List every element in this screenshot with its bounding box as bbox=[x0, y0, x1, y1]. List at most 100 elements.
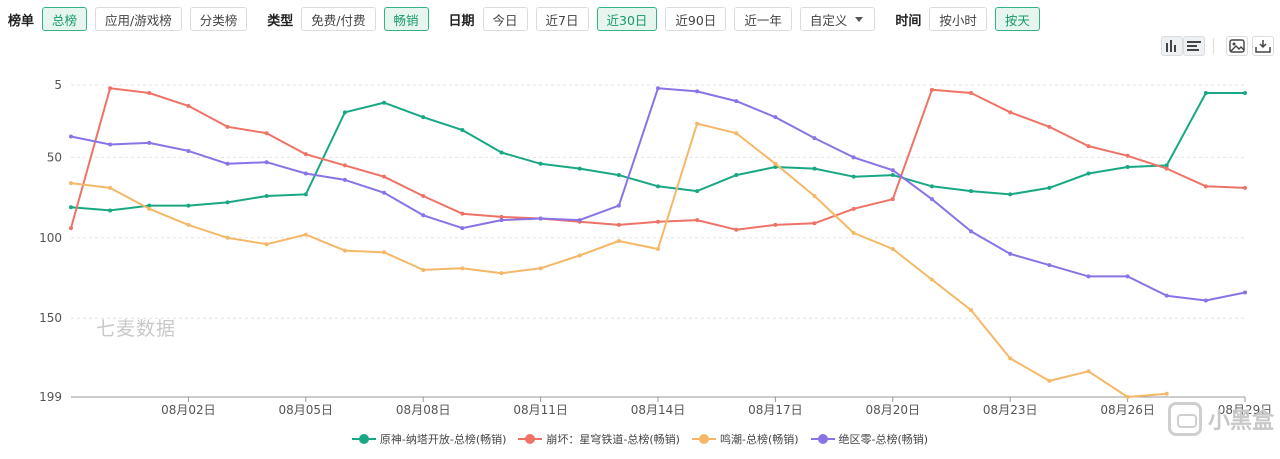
data-point[interactable] bbox=[812, 193, 817, 198]
board-option-category[interactable]: 分类榜 bbox=[189, 7, 248, 31]
data-point[interactable] bbox=[499, 150, 504, 155]
download-icon[interactable] bbox=[1252, 36, 1274, 56]
data-point[interactable] bbox=[656, 219, 660, 224]
data-point[interactable] bbox=[656, 184, 660, 189]
data-point[interactable] bbox=[773, 161, 778, 166]
data-point[interactable] bbox=[969, 189, 974, 194]
data-point[interactable] bbox=[1164, 166, 1169, 171]
data-point[interactable] bbox=[186, 222, 191, 227]
data-point[interactable] bbox=[1164, 163, 1169, 168]
image-icon[interactable] bbox=[1226, 36, 1248, 56]
data-point[interactable] bbox=[969, 229, 974, 234]
data-point[interactable] bbox=[1243, 185, 1247, 190]
data-point[interactable] bbox=[342, 110, 347, 115]
data-point[interactable] bbox=[1047, 124, 1052, 129]
data-point[interactable] bbox=[225, 200, 230, 205]
data-point[interactable] bbox=[1047, 378, 1052, 383]
data-point[interactable] bbox=[421, 115, 426, 120]
data-point[interactable] bbox=[1243, 91, 1247, 96]
data-point[interactable] bbox=[929, 197, 934, 202]
time-option-hourly[interactable]: 按小时 bbox=[929, 7, 987, 31]
data-point[interactable] bbox=[734, 99, 739, 104]
data-point[interactable] bbox=[342, 163, 347, 168]
list-icon[interactable] bbox=[1183, 36, 1205, 56]
data-point[interactable] bbox=[929, 184, 934, 189]
data-point[interactable] bbox=[225, 235, 230, 240]
data-point[interactable] bbox=[303, 171, 308, 176]
data-point[interactable] bbox=[1086, 171, 1091, 176]
data-point[interactable] bbox=[1164, 391, 1169, 396]
data-point[interactable] bbox=[69, 181, 73, 186]
data-point[interactable] bbox=[969, 91, 974, 96]
data-point[interactable] bbox=[499, 218, 504, 223]
data-point[interactable] bbox=[225, 124, 230, 129]
data-point[interactable] bbox=[734, 173, 739, 178]
data-point[interactable] bbox=[421, 193, 426, 198]
data-point[interactable] bbox=[616, 239, 621, 243]
data-point[interactable] bbox=[538, 161, 543, 166]
data-point[interactable] bbox=[1125, 165, 1130, 170]
data-point[interactable] bbox=[577, 253, 582, 258]
data-point[interactable] bbox=[812, 136, 817, 141]
data-point[interactable] bbox=[460, 266, 465, 271]
data-point[interactable] bbox=[499, 214, 504, 219]
data-point[interactable] bbox=[695, 218, 700, 223]
data-point[interactable] bbox=[773, 222, 778, 227]
bar-chart-icon[interactable] bbox=[1161, 36, 1183, 56]
data-point[interactable] bbox=[1086, 274, 1091, 279]
data-point[interactable] bbox=[1008, 356, 1013, 361]
data-point[interactable] bbox=[108, 185, 113, 190]
data-point[interactable] bbox=[616, 222, 621, 227]
data-point[interactable] bbox=[147, 203, 152, 208]
data-point[interactable] bbox=[538, 266, 543, 271]
data-point[interactable] bbox=[695, 89, 700, 94]
data-point[interactable] bbox=[1008, 110, 1013, 115]
data-point[interactable] bbox=[69, 205, 73, 210]
data-point[interactable] bbox=[1203, 298, 1208, 303]
data-point[interactable] bbox=[851, 174, 856, 179]
data-point[interactable] bbox=[69, 226, 73, 231]
data-point[interactable] bbox=[264, 193, 269, 198]
data-point[interactable] bbox=[186, 103, 191, 108]
legend-item[interactable]: 鸣潮-总榜(畅销) bbox=[691, 431, 799, 447]
data-point[interactable] bbox=[1125, 153, 1130, 158]
type-option-free-paid[interactable]: 免费/付费 bbox=[301, 7, 376, 31]
data-point[interactable] bbox=[1047, 185, 1052, 190]
data-point[interactable] bbox=[890, 247, 895, 252]
data-point[interactable] bbox=[851, 206, 856, 211]
data-point[interactable] bbox=[303, 192, 308, 197]
data-point[interactable] bbox=[382, 250, 387, 255]
board-option-app-game[interactable]: 应用/游戏榜 bbox=[95, 7, 182, 31]
data-point[interactable] bbox=[460, 226, 465, 231]
date-option-90d[interactable]: 近90日 bbox=[665, 7, 727, 31]
data-point[interactable] bbox=[382, 190, 387, 195]
data-point[interactable] bbox=[1008, 192, 1013, 197]
data-point[interactable] bbox=[734, 227, 739, 232]
data-point[interactable] bbox=[812, 221, 817, 226]
data-point[interactable] bbox=[1086, 144, 1091, 149]
data-point[interactable] bbox=[108, 142, 113, 147]
data-point[interactable] bbox=[1047, 263, 1052, 268]
data-point[interactable] bbox=[969, 308, 974, 313]
data-point[interactable] bbox=[734, 131, 739, 136]
data-point[interactable] bbox=[147, 91, 152, 96]
data-point[interactable] bbox=[1125, 274, 1130, 279]
data-point[interactable] bbox=[303, 232, 308, 237]
data-point[interactable] bbox=[1086, 369, 1091, 374]
data-point[interactable] bbox=[264, 160, 269, 165]
data-point[interactable] bbox=[1125, 395, 1130, 399]
date-option-30d[interactable]: 近30日 bbox=[596, 7, 658, 31]
data-point[interactable] bbox=[773, 165, 778, 170]
data-point[interactable] bbox=[1008, 251, 1013, 256]
data-point[interactable] bbox=[890, 197, 895, 202]
data-point[interactable] bbox=[1203, 91, 1208, 96]
legend-item[interactable]: 原神-纳塔开放-总榜(畅销) bbox=[351, 431, 506, 447]
data-point[interactable] bbox=[108, 208, 113, 213]
data-point[interactable] bbox=[851, 230, 856, 235]
data-point[interactable] bbox=[382, 174, 387, 179]
data-point[interactable] bbox=[69, 134, 73, 139]
data-point[interactable] bbox=[147, 140, 152, 145]
data-point[interactable] bbox=[108, 86, 113, 91]
board-option-total[interactable]: 总榜 bbox=[42, 7, 88, 31]
data-point[interactable] bbox=[812, 166, 817, 171]
